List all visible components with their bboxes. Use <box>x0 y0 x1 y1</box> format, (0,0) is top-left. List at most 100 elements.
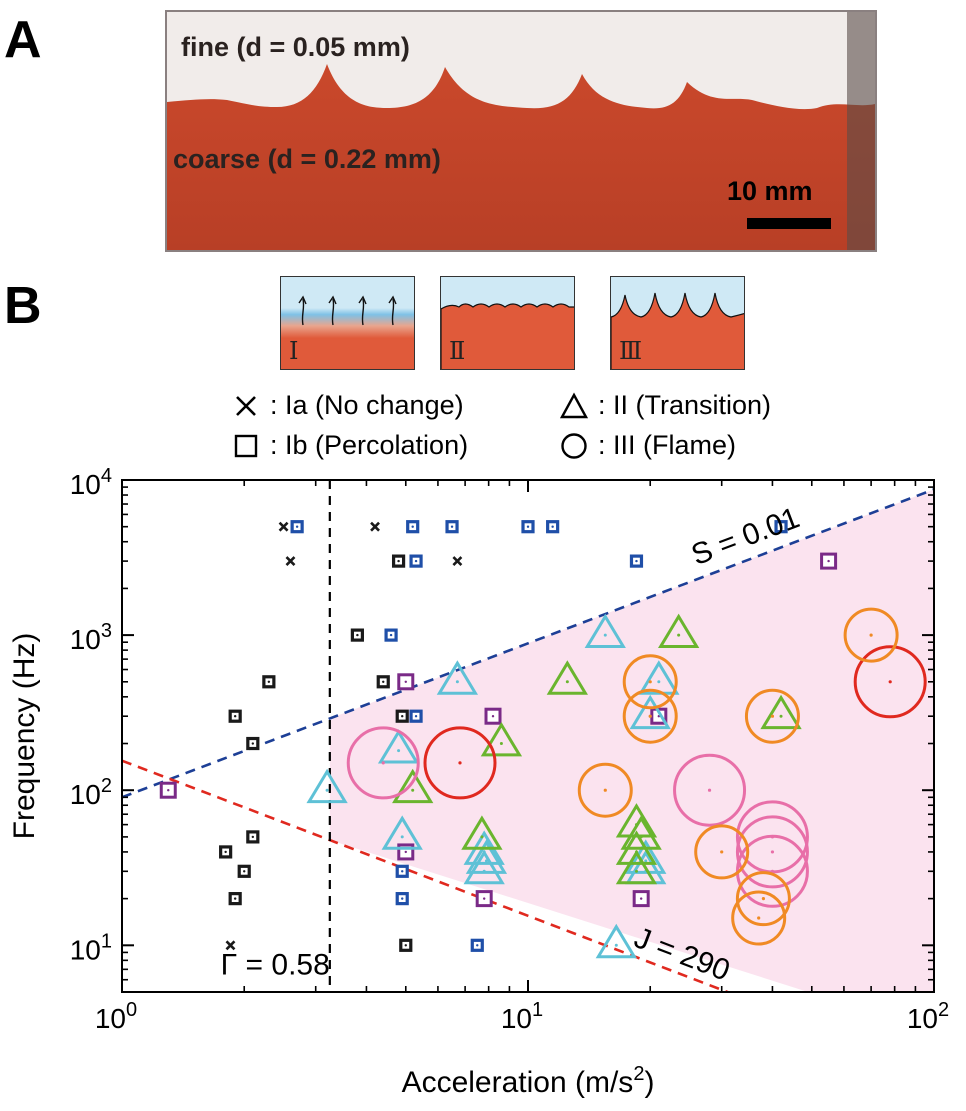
data-point-center <box>267 680 271 683</box>
data-point-ii <box>461 815 503 850</box>
data-point-iii <box>735 815 809 889</box>
data-point-center <box>639 897 643 900</box>
schematic-regime-2: Ⅱ <box>440 276 575 370</box>
x-tick-label: 101 <box>501 999 543 1034</box>
data-point-ii <box>615 849 658 885</box>
photo-image <box>167 12 875 250</box>
scale-bar <box>747 218 831 229</box>
square-marker-icon <box>232 432 260 460</box>
data-point-center <box>450 525 454 528</box>
data-point-center <box>414 559 418 563</box>
data-point-center <box>635 559 638 563</box>
data-point-center <box>491 715 495 718</box>
x-tick-label: 102 <box>907 999 949 1034</box>
data-point-iii <box>622 654 678 710</box>
schematic-regime-1: Ⅰ <box>280 276 415 370</box>
data-point-ii <box>595 923 637 959</box>
data-point-center <box>551 525 554 528</box>
data-point-iii <box>853 645 927 719</box>
data-point-ia <box>285 556 296 567</box>
data-point-center <box>414 715 418 718</box>
data-point-center <box>411 525 414 528</box>
j-threshold-line <box>122 759 732 992</box>
schematic-regime-3: Ⅲ <box>610 276 745 370</box>
data-point-center <box>614 943 618 947</box>
data-point-iii <box>423 726 497 800</box>
fine-layer-label: fine (d = 0.05 mm) <box>181 32 410 62</box>
regime-numeral: Ⅲ <box>619 337 643 365</box>
data-point-center <box>476 944 479 947</box>
legend-item-ii: : II (Transition) <box>559 390 772 421</box>
data-point-center <box>603 788 607 792</box>
data-point-ii <box>760 694 802 730</box>
scale-bar-label: 10 mm <box>727 176 813 206</box>
data-point-center <box>404 850 407 854</box>
panel-b-label: B <box>4 277 42 335</box>
data-point-iii <box>744 688 800 744</box>
triangle-marker-icon <box>559 391 589 420</box>
legend-label: : III (Flame) <box>598 430 737 460</box>
data-point-center <box>404 680 407 683</box>
percolation-arrows <box>298 295 397 326</box>
legend-item-ib: : Ib (Percolation) <box>232 430 468 461</box>
schematic-2-drawing <box>441 277 574 369</box>
y-tick-label: 104 <box>70 465 112 500</box>
data-point-ii <box>620 815 662 850</box>
data-point-ii <box>658 613 700 649</box>
x-tick-label: 100 <box>95 999 137 1034</box>
data-point-center <box>499 742 503 746</box>
data-point-center <box>482 869 486 873</box>
data-point-center <box>401 715 404 718</box>
data-point-center <box>233 897 237 900</box>
x-axis-title: Acceleration (m/s2) <box>402 1063 655 1099</box>
data-point-center <box>482 897 486 900</box>
data-point-center <box>827 559 830 563</box>
data-point-center <box>455 680 459 684</box>
data-point-iii <box>735 871 791 927</box>
data-point-center <box>397 749 401 753</box>
data-point-ii <box>463 849 505 885</box>
data-point-center <box>325 788 329 792</box>
data-point-ia <box>370 521 380 532</box>
data-point-center <box>634 869 638 873</box>
data-point-center <box>381 761 385 765</box>
data-point-center <box>400 835 404 839</box>
data-point-iii <box>673 753 747 827</box>
data-point-center <box>869 633 873 637</box>
regime-numeral: Ⅰ <box>289 337 299 365</box>
data-point-center <box>480 835 484 839</box>
coarse-layer-label: coarse (d = 0.22 mm) <box>173 144 441 174</box>
data-point-center <box>779 525 783 528</box>
data-point-center <box>295 525 299 528</box>
data-point-center <box>397 559 400 563</box>
data-point-ii <box>629 694 671 730</box>
data-point-center <box>458 761 462 765</box>
regime-numeral: Ⅱ <box>449 337 466 365</box>
data-point-center <box>770 869 775 873</box>
data-point-center <box>526 525 530 528</box>
legend-item-ia: : Ia (No change) <box>232 390 464 421</box>
data-point-center <box>404 944 407 947</box>
data-point-center <box>761 897 765 901</box>
legend-label: : Ia (No change) <box>270 390 464 420</box>
data-point-iii <box>843 607 899 663</box>
data-point-ia <box>225 940 236 951</box>
data-point-iii <box>731 890 787 946</box>
data-point-center <box>565 680 569 684</box>
flame-region-shade <box>329 489 934 992</box>
panel-a-label: A <box>4 11 42 69</box>
data-point-ii <box>381 815 423 850</box>
data-point-center <box>648 680 652 684</box>
data-point-center <box>389 633 393 637</box>
data-point-ii <box>392 768 434 804</box>
data-point-center <box>644 859 648 863</box>
data-point-ii <box>436 660 479 695</box>
legend-label: : II (Transition) <box>598 390 772 420</box>
sand-layer-photo: fine (d = 0.05 mm) coarse (d = 0.22 mm) … <box>165 10 877 252</box>
data-point-center <box>720 850 724 854</box>
fine-layer <box>167 12 875 110</box>
data-point-center <box>167 789 170 792</box>
x-marker-icon <box>232 392 260 420</box>
data-point-center <box>411 788 415 792</box>
